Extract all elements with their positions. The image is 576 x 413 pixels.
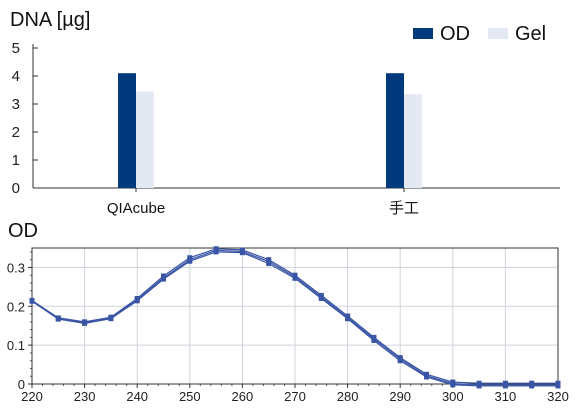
- line-series-marker: [424, 373, 429, 379]
- line-series-marker: [345, 315, 351, 321]
- legend-swatch-gel: [488, 28, 508, 39]
- line-series-marker: [502, 382, 508, 388]
- line-x-tick-label: 310: [495, 389, 517, 404]
- bar-od-1: [386, 73, 404, 188]
- line-y-tick-label: 0.1: [7, 338, 25, 353]
- line-series-marker: [292, 274, 298, 280]
- line-x-tick-label: 260: [232, 389, 254, 404]
- line-plot-frame: [31, 247, 559, 385]
- line-series-marker: [476, 382, 482, 388]
- bar-y-tick-label: 0: [12, 180, 20, 197]
- bar-y-tick-label: 5: [12, 40, 20, 57]
- bar-chart-ylabel: DNA [µg]: [10, 9, 90, 31]
- line-series-marker: [318, 294, 324, 300]
- line-x-tick-label: 300: [442, 389, 464, 404]
- line-x-tick-label: 320: [547, 389, 569, 404]
- bar-od-0: [118, 73, 136, 188]
- bar-x-tick-label: 手工: [389, 200, 419, 217]
- line-y-tick-label: 0.2: [7, 299, 25, 314]
- line-series-marker: [187, 257, 193, 263]
- line-x-tick-label: 270: [284, 389, 306, 404]
- bar-y-tick-label: 3: [12, 96, 20, 113]
- line-y-tick-label: 0.3: [7, 260, 25, 275]
- bar-x-tick-label: QIAcube: [107, 200, 165, 217]
- line-series-marker: [29, 298, 35, 304]
- line-series-marker: [450, 381, 456, 387]
- line-y-tick-label: 0: [18, 377, 25, 392]
- bar-gel-1: [404, 94, 422, 188]
- line-x-tick-label: 250: [179, 389, 201, 404]
- line-series-marker: [82, 320, 88, 326]
- line-chart-ylabel: OD: [8, 220, 38, 242]
- line-series-marker: [371, 336, 377, 342]
- line-x-tick-label: 290: [389, 389, 411, 404]
- bar-gel-0: [136, 91, 154, 188]
- line-series-2: [29, 247, 561, 388]
- line-x-tick-label: 220: [21, 389, 43, 404]
- legend-label-gel: Gel: [515, 23, 546, 45]
- legend-label-od: OD: [440, 23, 470, 45]
- line-series-marker: [134, 297, 140, 303]
- line-x-tick-label: 230: [74, 389, 96, 404]
- bar-y-tick-label: 1: [12, 152, 20, 169]
- line-series-marker: [239, 248, 245, 254]
- legend-swatch-od: [413, 28, 433, 39]
- line-series-marker: [213, 247, 219, 253]
- line-series-marker: [266, 259, 272, 265]
- line-series-marker: [529, 382, 535, 388]
- line-series-marker: [108, 315, 114, 321]
- line-series-marker: [55, 316, 61, 322]
- line-series-marker: [161, 275, 166, 281]
- bar-y-tick-label: 4: [12, 68, 20, 85]
- line-x-tick-label: 280: [337, 389, 359, 404]
- line-series-marker: [397, 356, 403, 362]
- line-x-tick-label: 240: [126, 389, 148, 404]
- line-series-marker: [555, 382, 561, 388]
- bar-y-tick-label: 2: [12, 124, 20, 141]
